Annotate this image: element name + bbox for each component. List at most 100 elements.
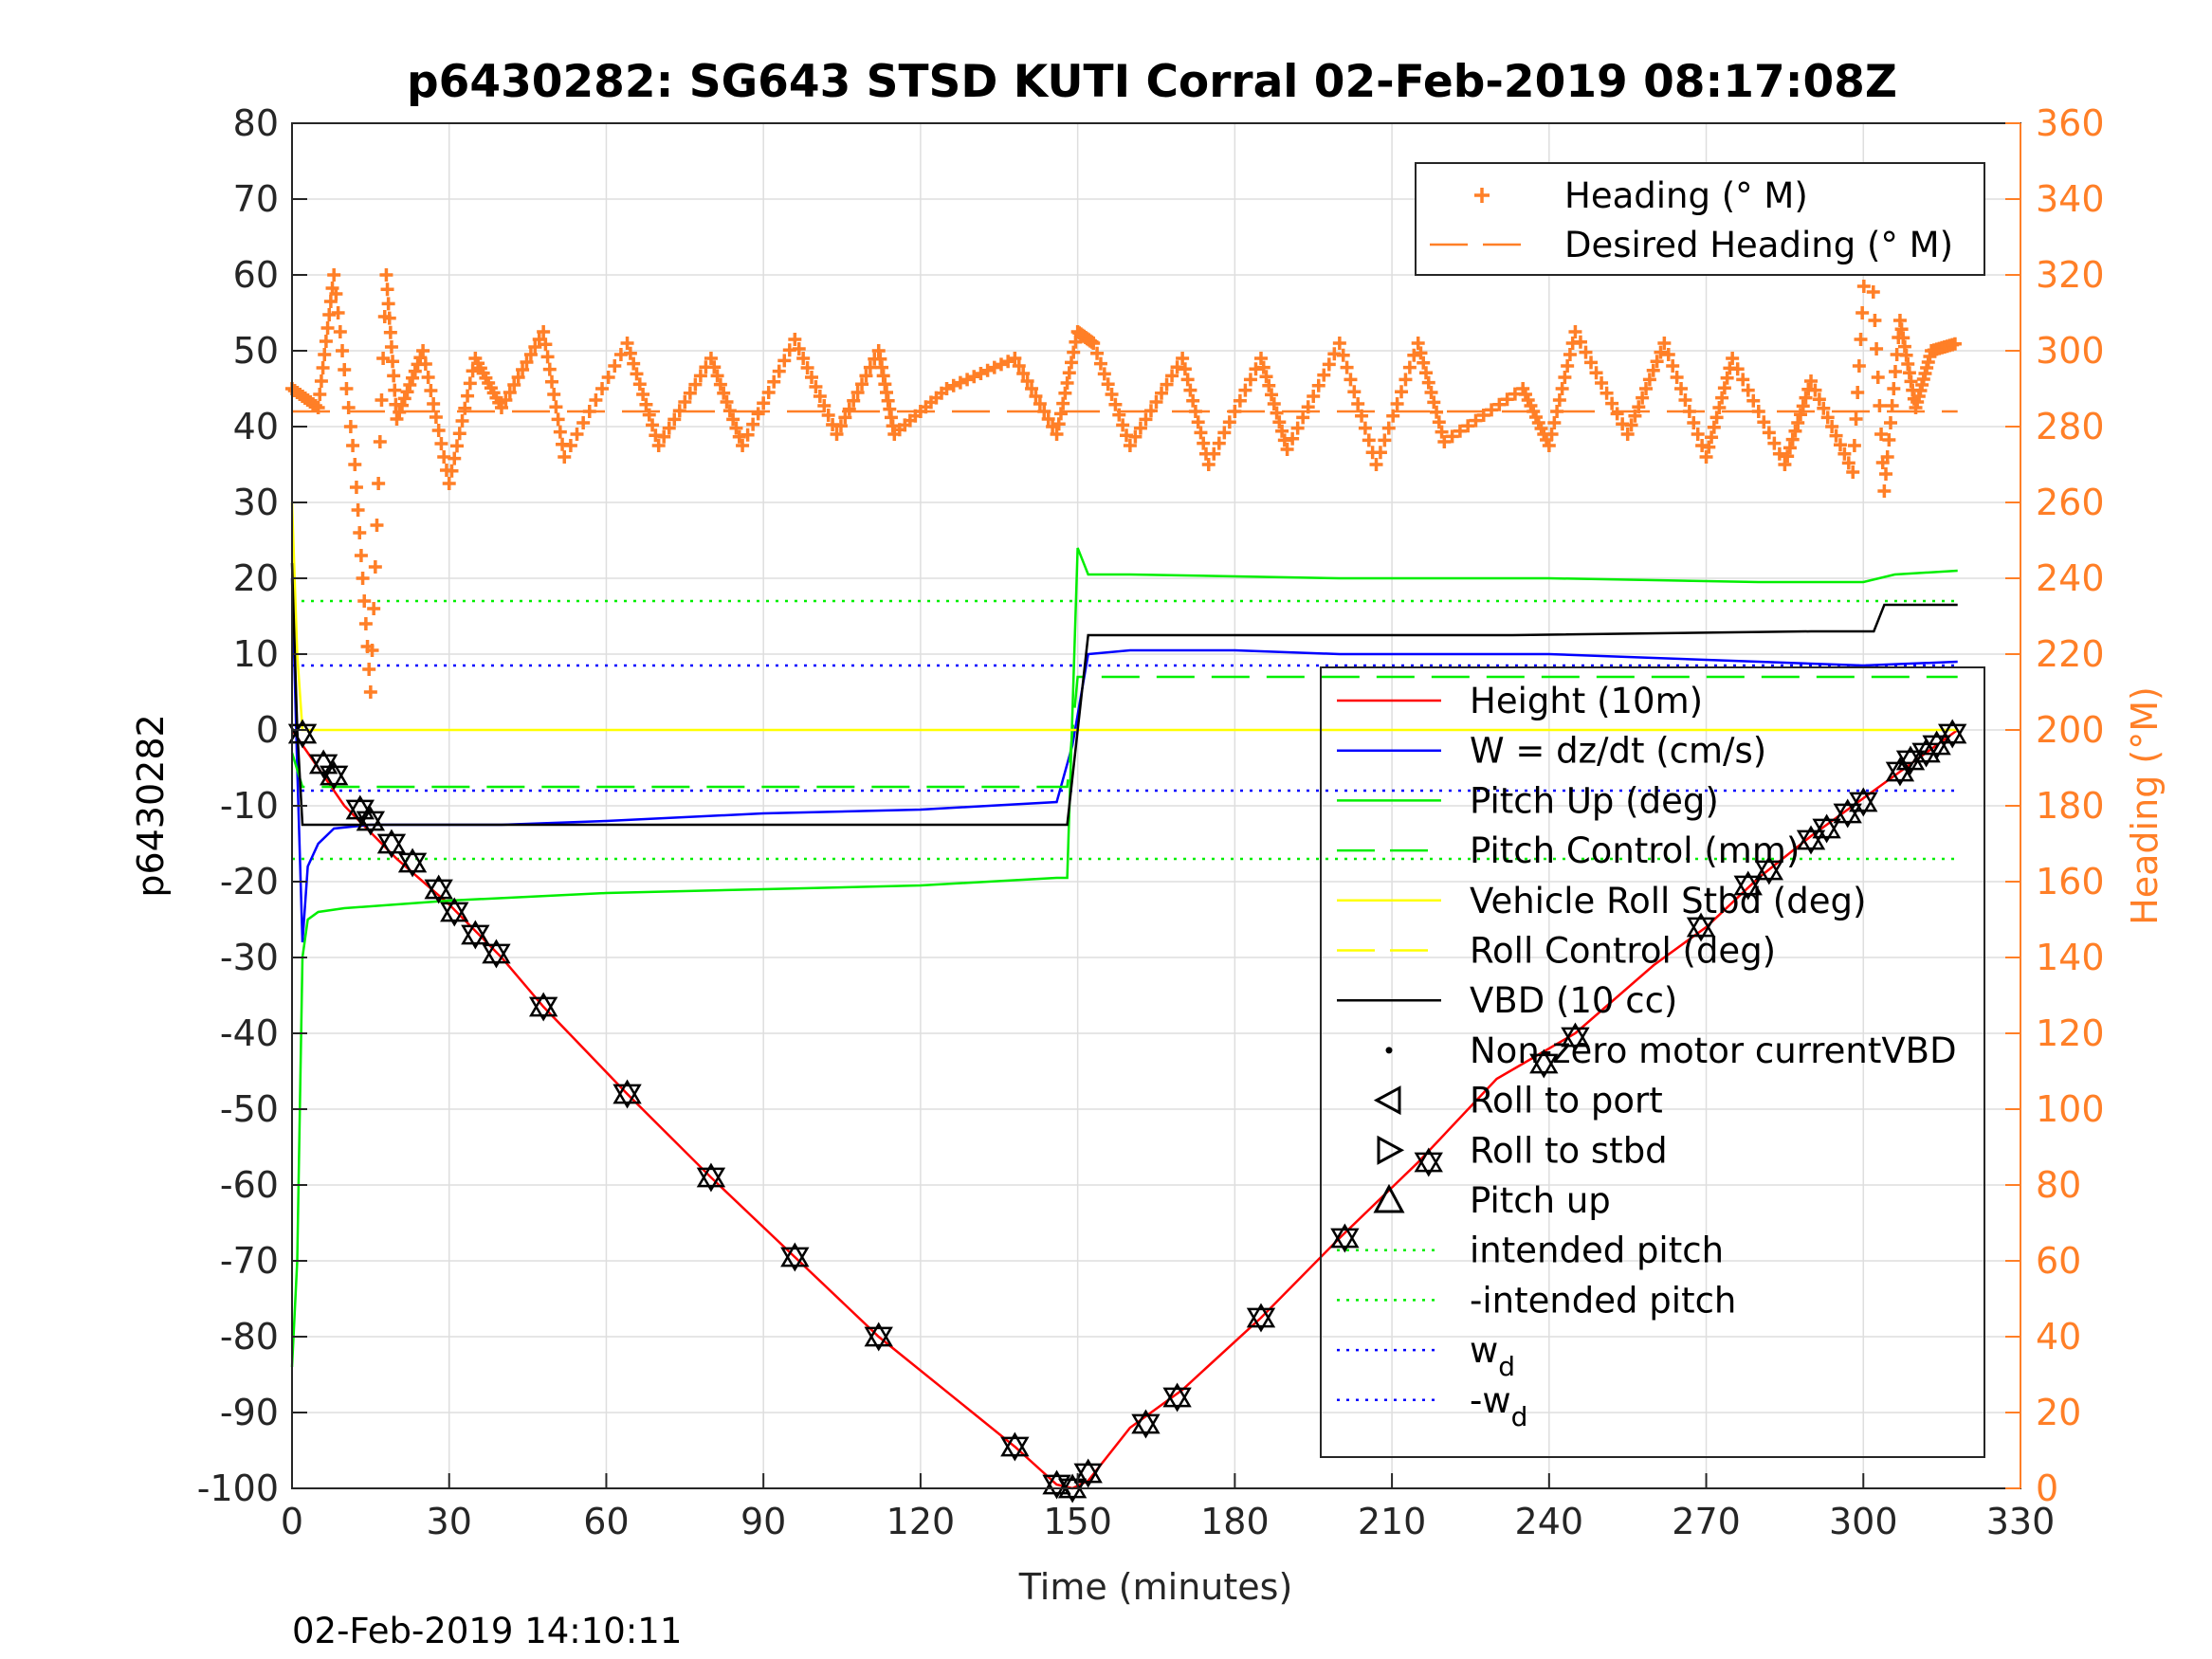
heading-point	[308, 399, 322, 412]
heading-point	[461, 389, 475, 403]
heading-point	[1369, 458, 1383, 471]
heading-point	[1362, 433, 1376, 447]
heading-point	[406, 371, 420, 385]
heading-point	[746, 417, 760, 431]
heading-point	[1854, 333, 1868, 346]
y-right-tick-label: 260	[2036, 482, 2105, 523]
legend-label: Pitch up	[1470, 1180, 1611, 1221]
left-axis-label: p6430282	[130, 714, 172, 897]
heading-point	[1573, 335, 1587, 349]
heading-point	[1461, 419, 1475, 433]
series-layer	[285, 200, 1962, 1490]
heading-point	[601, 371, 615, 384]
legend-label: Heading (° M)	[1564, 175, 1808, 216]
heading-point	[400, 385, 414, 399]
heading-point	[630, 367, 644, 381]
roll-marker	[1529, 1053, 1559, 1079]
heading-point	[1402, 360, 1417, 374]
heading-point	[1555, 382, 1569, 395]
reference-lines	[292, 599, 1958, 861]
heading-point	[1062, 366, 1076, 380]
pitch-up-marker	[308, 749, 338, 775]
roll-marker	[1885, 761, 1915, 787]
heading-point	[817, 399, 832, 412]
heading-point	[1395, 385, 1409, 399]
heading-point	[683, 386, 697, 400]
heading-point	[1837, 447, 1852, 461]
heading-point	[338, 363, 352, 376]
heading-point	[1340, 360, 1354, 374]
roll-marker	[461, 924, 490, 950]
heading-point	[1856, 280, 1871, 293]
heading-point	[751, 407, 765, 421]
heading-point	[1183, 383, 1197, 397]
heading-point	[1841, 456, 1856, 470]
heading-point	[1650, 355, 1664, 369]
heading-point	[792, 342, 806, 356]
roll-marker	[482, 943, 511, 969]
heading-point	[346, 439, 360, 452]
y-right-tick-label: 200	[2036, 709, 2105, 751]
pitch-up-marker	[424, 874, 453, 900]
heading-point	[1093, 356, 1107, 371]
heading-point	[395, 398, 410, 412]
heading-point	[528, 340, 542, 354]
roll-marker	[696, 1167, 726, 1193]
heading-point	[551, 412, 565, 427]
heading-point	[1666, 359, 1680, 373]
heading-point	[1705, 430, 1719, 445]
heading-point	[540, 350, 555, 364]
heading-point	[511, 371, 525, 384]
roll-marker	[1131, 1413, 1161, 1439]
series-line	[290, 547, 1958, 1368]
heading-point	[445, 464, 459, 478]
x-tick-label: 270	[1672, 1501, 1741, 1542]
y-right-tick-label: 280	[2036, 406, 2105, 447]
heading-point	[1307, 390, 1321, 403]
heading-point	[314, 374, 328, 388]
roll-marker	[1733, 875, 1763, 901]
heading-point	[1256, 360, 1271, 374]
heading-point	[1808, 383, 1822, 397]
heading-point	[1699, 450, 1713, 464]
heading-point	[1793, 408, 1807, 422]
pitch-up-marker	[1073, 1458, 1103, 1484]
heading-point	[1678, 393, 1692, 407]
legend-label: Desired Heading (° M)	[1564, 225, 1953, 265]
heading-point	[316, 361, 330, 374]
heading-point	[1067, 345, 1081, 359]
heading-point	[1432, 415, 1446, 429]
pitch-up-marker	[1529, 1048, 1559, 1074]
pitch-up-marker	[864, 1322, 893, 1347]
heading-point	[323, 295, 338, 308]
heading-point	[318, 348, 332, 361]
heading-point	[1579, 345, 1593, 359]
legend-label: Non-zero motor currentVBD	[1470, 1030, 1957, 1071]
pitch-up-marker	[482, 939, 511, 964]
pitch-up-marker	[1686, 912, 1716, 938]
pitch-up-marker	[1246, 1303, 1276, 1328]
legend-label: -intended pitch	[1470, 1280, 1736, 1321]
y-left-tick-label: -100	[197, 1468, 279, 1509]
pitch-up-marker	[1330, 1223, 1360, 1249]
heading-point	[388, 383, 402, 397]
heading-point	[1116, 418, 1130, 432]
heading-point	[1866, 285, 1880, 299]
heading-point	[720, 395, 734, 409]
heading-point	[403, 378, 417, 392]
pitch-up-marker	[1812, 813, 1841, 839]
heading-point	[1390, 397, 1404, 410]
heading-point	[542, 362, 557, 376]
y-right-tick-label: 240	[2036, 557, 2105, 599]
heading-point	[729, 421, 743, 435]
roll-marker	[612, 1084, 642, 1109]
y-left-tick-label: 40	[233, 406, 279, 447]
pitch-up-marker	[612, 1079, 642, 1104]
heading-point	[1222, 415, 1236, 429]
heading-point	[1194, 426, 1208, 440]
heading-point	[1874, 428, 1889, 441]
heading-point	[466, 364, 480, 378]
heading-point	[589, 393, 603, 407]
heading-point	[1453, 424, 1467, 438]
heading-point	[1674, 382, 1689, 395]
